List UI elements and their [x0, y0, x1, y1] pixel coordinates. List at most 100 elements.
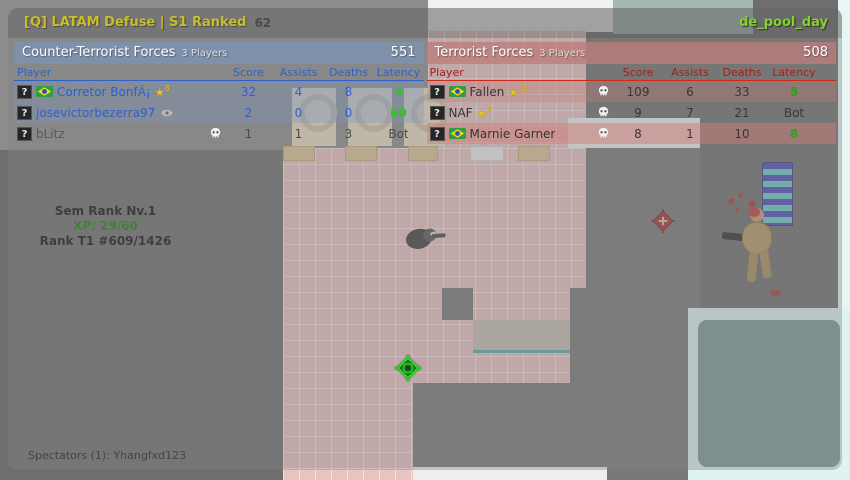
ct-team-name: Counter-Terrorist Forces: [22, 45, 176, 60]
player-deaths: 33: [734, 84, 750, 99]
player-row[interactable]: josevictorbezerra97 2 0 0 60: [14, 102, 424, 123]
star-level-icon: 3: [477, 106, 492, 120]
lobby-count: 62: [254, 16, 272, 30]
player-latency: Bot: [783, 105, 805, 120]
brazil-flag-icon: [448, 86, 466, 97]
map-wall-pillar: [442, 288, 473, 320]
rank-xp: XP: 29/60: [73, 219, 138, 233]
map-wall-block-bottom: [413, 383, 607, 467]
player-name: Corretor BonfÃ¡: [57, 84, 151, 99]
brazil-flag-icon: [448, 128, 466, 139]
player-row[interactable]: Marnie Garner 8 1 10 8: [426, 123, 836, 144]
t-team-header: Terrorist Forces 3 Players 508: [426, 42, 836, 64]
column-deaths: Deaths: [722, 65, 762, 79]
column-score: Score: [622, 65, 654, 79]
player-score: 1: [244, 126, 253, 141]
avatar-placeholder-icon: [429, 84, 445, 99]
column-player: Player: [17, 65, 52, 79]
player-name: josevictorbezerra97: [36, 105, 156, 120]
player-name: bLitz: [36, 126, 65, 141]
rank-position: Rank T1 #609/1426: [39, 234, 172, 248]
player-deaths: 0: [344, 105, 353, 120]
map-concrete-ledge: [473, 320, 570, 353]
player-score: 2: [244, 105, 253, 120]
map-wall-segment: [518, 146, 550, 161]
scoreboard-overlay: [Q] LATAM Defuse | S1 Ranked 62 de_pool_…: [8, 8, 842, 470]
player-row[interactable]: Corretor BonfÃ¡ 8 32 4 8 4: [14, 81, 424, 102]
player-sprite: [718, 192, 798, 297]
ct-column-headers: Player Score Assists Deaths Latency: [14, 64, 424, 81]
player-latency: 60: [390, 105, 407, 120]
avatar-placeholder-icon: [17, 126, 32, 141]
site-marker-icon: [651, 209, 675, 233]
brazil-flag-icon: [36, 86, 53, 97]
map-wall-segment-white: [470, 146, 504, 161]
column-latency: Latency: [376, 65, 421, 79]
player-row[interactable]: Fallen 25 109 6 33 5: [426, 81, 836, 102]
player-score: 109: [626, 84, 650, 99]
map-name: de_pool_day: [739, 15, 828, 30]
player-score: 8: [634, 126, 642, 141]
scoreboard-tables: Counter-Terrorist Forces 3 Players 551 P…: [14, 42, 836, 144]
player-assists: 4: [294, 84, 303, 99]
t-team-score: 508: [803, 45, 828, 60]
avatar-placeholder-icon: [429, 105, 445, 120]
map-white-floor-bottom: [413, 467, 607, 480]
player-score: 9: [634, 105, 642, 120]
t-column-headers: Player Score Assists Deaths Latency: [426, 64, 836, 81]
blood-splatter: [728, 198, 735, 204]
column-assists: Assists: [279, 65, 318, 79]
map-wall-segment: [408, 146, 438, 161]
player-assists: 1: [686, 126, 694, 141]
ct-player-count: 3 Players: [181, 48, 228, 59]
player-latency: 8: [789, 126, 799, 141]
player-latency: 4: [394, 84, 403, 99]
map-teal-blocks-top: [613, 0, 753, 34]
player-name: Marnie Garner: [469, 126, 556, 141]
player-assists: 7: [686, 105, 694, 120]
spectators-label: Spectators (1): Yhangfxd123: [28, 449, 187, 462]
player-assists: 0: [294, 105, 303, 120]
ct-team-header: Counter-Terrorist Forces 3 Players 551: [14, 42, 424, 64]
blood-splatter: [770, 290, 781, 296]
ct-team-table: Counter-Terrorist Forces 3 Players 551 P…: [14, 42, 424, 144]
t-player-count: 3 Players: [539, 48, 586, 59]
map-white-floor-top: [428, 0, 613, 32]
spectated-eye-icon: [161, 109, 173, 117]
crosshair-cursor[interactable]: [394, 354, 422, 382]
dead-skull-icon: [597, 127, 612, 140]
avatar-placeholder-icon: [17, 105, 32, 120]
player-name: Fallen: [469, 84, 505, 99]
dead-skull-icon: [209, 127, 224, 140]
player-score: 32: [240, 84, 257, 99]
column-deaths: Deaths: [329, 65, 368, 79]
player-name: NAF: [448, 105, 473, 120]
player-assists: 1: [294, 126, 303, 141]
server-title: [Q] LATAM Defuse | S1 Ranked: [24, 15, 247, 30]
map-pool-ladder: [762, 162, 793, 226]
blood-splatter: [738, 193, 743, 198]
star-level-icon: 25: [508, 85, 528, 99]
column-score: Score: [233, 65, 264, 79]
player-row[interactable]: bLitz 1 1 3 Bot: [14, 123, 424, 144]
rank-name: Sem Rank Nv.1: [54, 204, 157, 218]
map-pillar-top: [348, 88, 393, 146]
map-pillar-top: [292, 88, 337, 146]
t-team-table: Terrorist Forces 3 Players 508 Player Sc…: [426, 42, 837, 144]
map-wall-segment: [345, 146, 377, 161]
rank-panel: Sem Rank Nv.1 XP: 29/60 Rank T1 #609/142…: [8, 204, 203, 249]
column-player: Player: [429, 65, 464, 79]
blood-splatter: [735, 208, 739, 212]
blood-splatter: [748, 200, 756, 207]
column-assists: Assists: [671, 65, 709, 79]
avatar-placeholder-icon: [17, 84, 32, 99]
player-row[interactable]: NAF 3 9 7 21 Bot: [427, 102, 837, 123]
player-assists: 6: [686, 84, 694, 99]
player-latency: Bot: [388, 126, 409, 141]
player-deaths: 8: [344, 84, 353, 99]
player-deaths: 10: [734, 126, 750, 141]
ct-team-score: 551: [390, 45, 416, 60]
map-wall-segment: [283, 146, 315, 161]
title-bar: [Q] LATAM Defuse | S1 Ranked 62 de_pool_…: [8, 8, 842, 38]
